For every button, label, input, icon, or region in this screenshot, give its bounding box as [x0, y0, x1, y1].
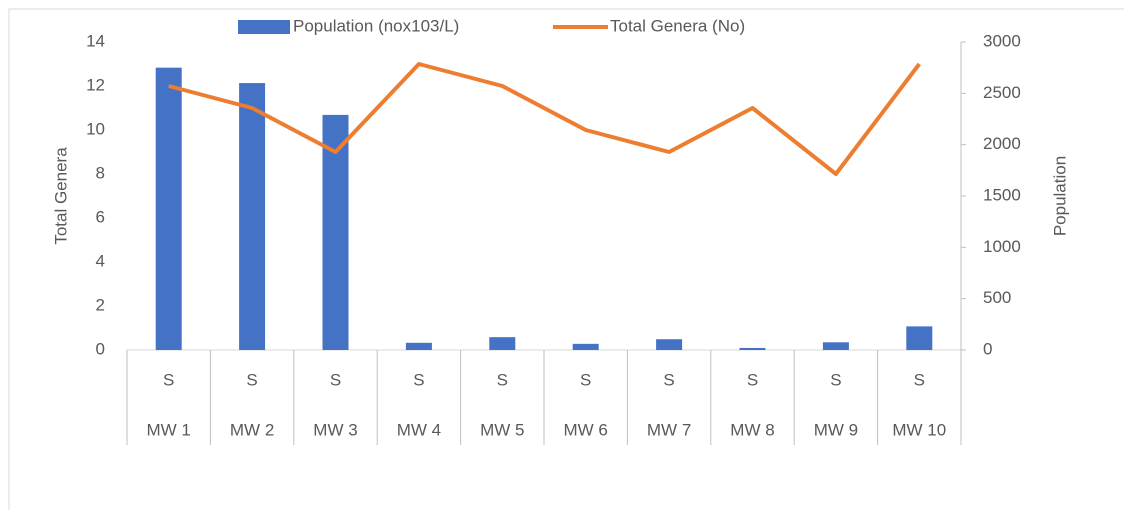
- x-subcategory-label: S: [330, 370, 341, 389]
- y-tick-label: 14: [86, 31, 105, 50]
- y2-tick-label: 2500: [983, 83, 1021, 102]
- y-tick-label: 4: [96, 251, 105, 270]
- bar: [239, 83, 266, 351]
- y2-tick-label: 0: [983, 339, 992, 358]
- x-subcategory-label: S: [497, 370, 508, 389]
- legend-label: Population (nox103/L): [293, 16, 459, 35]
- x-tick-label: MW 9: [814, 420, 858, 439]
- x-subcategory-label: S: [413, 370, 424, 389]
- y-tick-label: 12: [86, 75, 105, 94]
- y2-tick-label: 500: [983, 288, 1011, 307]
- x-tick-label: MW 8: [730, 420, 774, 439]
- x-subcategory-label: S: [246, 370, 257, 389]
- x-tick-label: MW 1: [147, 420, 191, 439]
- x-tick-label: MW 4: [397, 420, 441, 439]
- chart-border: [8, 8, 1124, 510]
- bar: [656, 339, 683, 350]
- y2-tick-label: 1500: [983, 185, 1021, 204]
- x-subcategory-label: S: [914, 370, 925, 389]
- x-subcategory-label: S: [747, 370, 758, 389]
- legend-swatch: [238, 20, 290, 34]
- bar: [489, 337, 516, 350]
- y-tick-label: 8: [96, 163, 105, 182]
- line: [168, 62, 921, 176]
- y-tick-label: 6: [96, 207, 105, 226]
- y-tick-label: 0: [96, 339, 105, 358]
- y2-tick-label: 3000: [983, 31, 1021, 50]
- y2-tick-label: 1000: [983, 237, 1021, 256]
- x-subcategory-label: S: [663, 370, 674, 389]
- x-tick-label: MW 5: [480, 420, 524, 439]
- y2-tick-label: 2000: [983, 134, 1021, 153]
- x-tick-label: MW 2: [230, 420, 274, 439]
- y-tick-label: 10: [86, 119, 105, 138]
- legend-label: Total Genera (No): [610, 16, 745, 35]
- y2-axis-title: Population: [1050, 156, 1069, 236]
- bar: [572, 343, 599, 350]
- x-subcategory-label: S: [163, 370, 174, 389]
- x-tick-label: MW 7: [647, 420, 691, 439]
- bar: [155, 67, 182, 351]
- bar: [322, 114, 349, 350]
- bar: [906, 326, 933, 350]
- x-subcategory-label: S: [830, 370, 841, 389]
- x-subcategory-label: S: [580, 370, 591, 389]
- bar: [822, 342, 849, 350]
- x-tick-label: MW 10: [892, 420, 946, 439]
- y-tick-label: 2: [96, 295, 105, 314]
- bar: [405, 342, 432, 350]
- y-axis-title: Total Genera: [51, 147, 70, 245]
- x-tick-label: MW 6: [564, 420, 608, 439]
- bar: [739, 347, 766, 350]
- x-tick-label: MW 3: [313, 420, 357, 439]
